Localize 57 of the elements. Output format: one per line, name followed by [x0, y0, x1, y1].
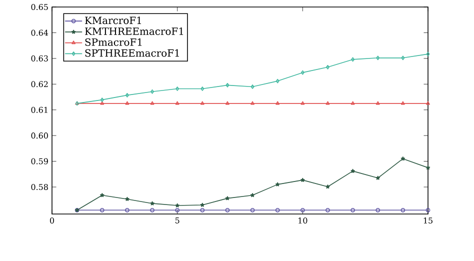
point	[150, 201, 154, 206]
point	[376, 208, 380, 212]
point	[200, 86, 204, 91]
point	[401, 56, 405, 60]
point	[326, 64, 330, 70]
point	[200, 202, 205, 207]
point	[326, 208, 330, 212]
point	[150, 89, 154, 94]
point	[125, 208, 130, 212]
point	[250, 101, 254, 105]
point	[225, 208, 230, 212]
point	[150, 208, 154, 212]
legend-label: KMTHREEmacroF1	[85, 27, 184, 36]
point	[351, 57, 355, 62]
point	[326, 184, 330, 189]
point	[100, 101, 104, 105]
point	[175, 101, 180, 105]
point	[100, 98, 104, 102]
point	[200, 208, 205, 212]
point	[350, 208, 355, 212]
point	[300, 178, 305, 182]
legend-label: SPTHREEmacroF1	[85, 49, 179, 57]
point	[226, 101, 230, 105]
point	[176, 86, 180, 91]
point	[426, 166, 430, 170]
point	[125, 101, 130, 105]
point	[250, 84, 254, 89]
point	[300, 101, 305, 105]
point	[350, 101, 355, 105]
point	[276, 101, 280, 105]
point	[250, 208, 255, 212]
legend-label: SPmacroF1	[85, 38, 142, 46]
point	[376, 101, 380, 105]
point	[400, 208, 406, 212]
point	[400, 156, 406, 161]
point	[275, 182, 280, 186]
point	[125, 196, 130, 201]
point	[275, 208, 280, 212]
point	[250, 193, 255, 198]
point	[125, 93, 129, 98]
point	[350, 168, 355, 173]
point	[400, 101, 405, 105]
point	[226, 82, 230, 88]
point	[300, 208, 305, 212]
point	[175, 208, 180, 212]
point	[225, 196, 230, 200]
point	[100, 208, 104, 212]
point	[326, 101, 330, 105]
legend-label: KMarcroF1	[85, 16, 141, 24]
point	[300, 70, 304, 75]
point	[150, 101, 154, 105]
point	[376, 176, 380, 180]
point	[276, 78, 280, 84]
point	[200, 101, 204, 105]
point	[175, 203, 180, 208]
point	[376, 56, 380, 60]
point	[100, 193, 104, 198]
